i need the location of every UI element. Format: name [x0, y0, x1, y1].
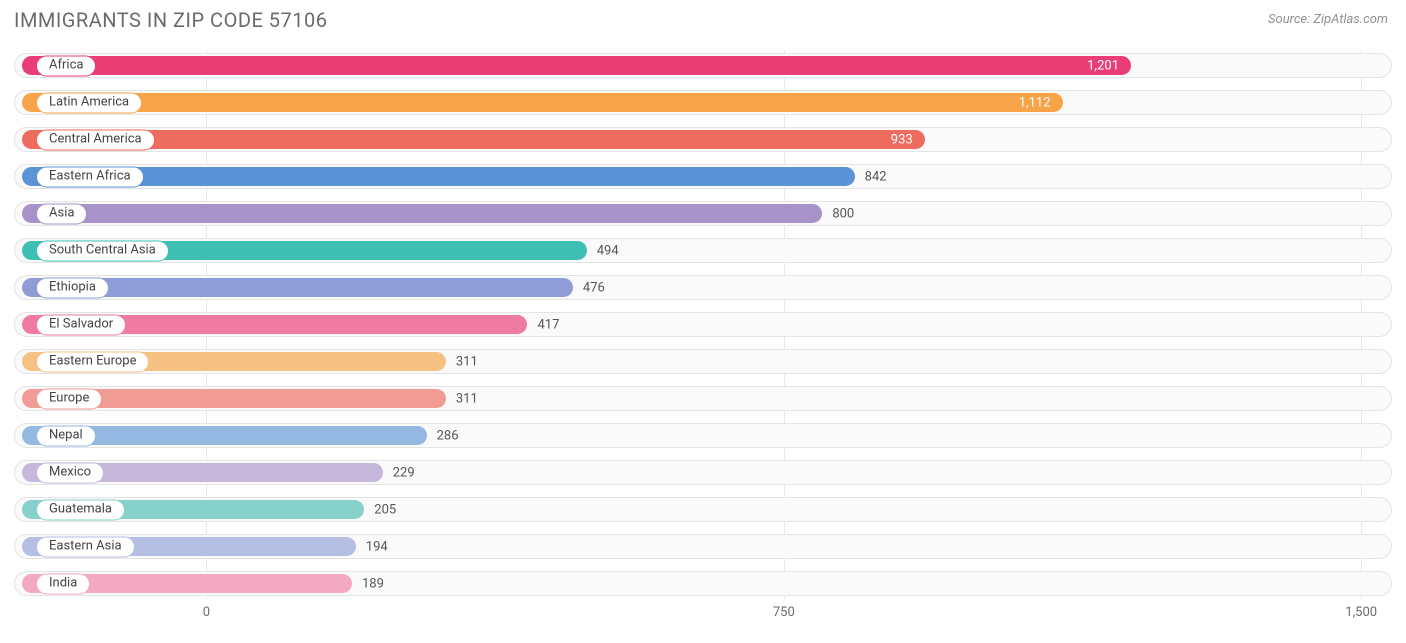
- value-label: 800: [832, 206, 854, 221]
- category-pill: Europe: [36, 388, 102, 409]
- value-label: 1,201: [1087, 58, 1119, 73]
- bar: [22, 93, 1063, 112]
- axis-tick: 1,500: [1345, 605, 1377, 620]
- value-label: 842: [865, 169, 887, 184]
- category-pill: El Salvador: [36, 314, 126, 335]
- value-label: 286: [437, 428, 459, 443]
- value-label: 933: [891, 132, 913, 147]
- bar-row: India 189: [14, 568, 1392, 599]
- bar-row: Central America 933: [14, 124, 1392, 155]
- bar-row: Asia 800: [14, 198, 1392, 229]
- category-pill: Ethiopia: [36, 277, 109, 298]
- category-pill: Asia: [36, 203, 87, 224]
- bar-row: Ethiopia 476: [14, 272, 1392, 303]
- x-axis: 0 750 1,500: [14, 605, 1392, 627]
- bar-row: South Central Asia 494: [14, 235, 1392, 266]
- bar-row: Eastern Europe 311: [14, 346, 1392, 377]
- bar-row: Mexico 229: [14, 457, 1392, 488]
- chart-title: IMMIGRANTS IN ZIP CODE 57106: [14, 8, 328, 32]
- bar: [22, 204, 822, 223]
- chart-area: Africa 1,201 Latin America 1,112 Central Ame…: [14, 50, 1392, 627]
- bar: [22, 130, 925, 149]
- bar-row: El Salvador 417: [14, 309, 1392, 340]
- bar-row: Europe 311: [14, 383, 1392, 414]
- axis-tick: 0: [203, 605, 210, 620]
- category-pill: Latin America: [36, 92, 142, 113]
- category-pill: Central America: [36, 129, 155, 150]
- chart-source: Source: ZipAtlas.com: [1268, 8, 1392, 27]
- category-pill: Africa: [36, 55, 96, 76]
- value-label: 311: [456, 354, 478, 369]
- category-pill: Guatemala: [36, 499, 125, 520]
- bar-row: Nepal 286: [14, 420, 1392, 451]
- value-label: 205: [374, 502, 396, 517]
- value-label: 1,112: [1019, 95, 1051, 110]
- category-pill: Nepal: [36, 425, 96, 446]
- category-pill: Eastern Asia: [36, 536, 135, 557]
- bar-row: Eastern Asia 194: [14, 531, 1392, 562]
- value-label: 494: [597, 243, 619, 258]
- category-pill: Eastern Africa: [36, 166, 144, 187]
- chart-header: IMMIGRANTS IN ZIP CODE 57106 Source: Zip…: [14, 8, 1392, 32]
- value-label: 311: [456, 391, 478, 406]
- bars-container: Africa 1,201 Latin America 1,112 Central Ame…: [14, 50, 1392, 599]
- bar-row: Latin America 1,112: [14, 87, 1392, 118]
- bar-row: Guatemala 205: [14, 494, 1392, 525]
- bar: [22, 167, 855, 186]
- bar-row: Eastern Africa 842: [14, 161, 1392, 192]
- bar-row: Africa 1,201: [14, 50, 1392, 81]
- category-pill: Eastern Europe: [36, 351, 149, 372]
- value-label: 229: [393, 465, 415, 480]
- category-pill: Mexico: [36, 462, 104, 483]
- value-label: 189: [362, 576, 384, 591]
- value-label: 417: [537, 317, 559, 332]
- category-pill: South Central Asia: [36, 240, 169, 261]
- value-label: 476: [583, 280, 605, 295]
- bar: [22, 56, 1131, 75]
- value-label: 194: [366, 539, 388, 554]
- axis-tick: 750: [773, 605, 795, 620]
- category-pill: India: [36, 573, 90, 594]
